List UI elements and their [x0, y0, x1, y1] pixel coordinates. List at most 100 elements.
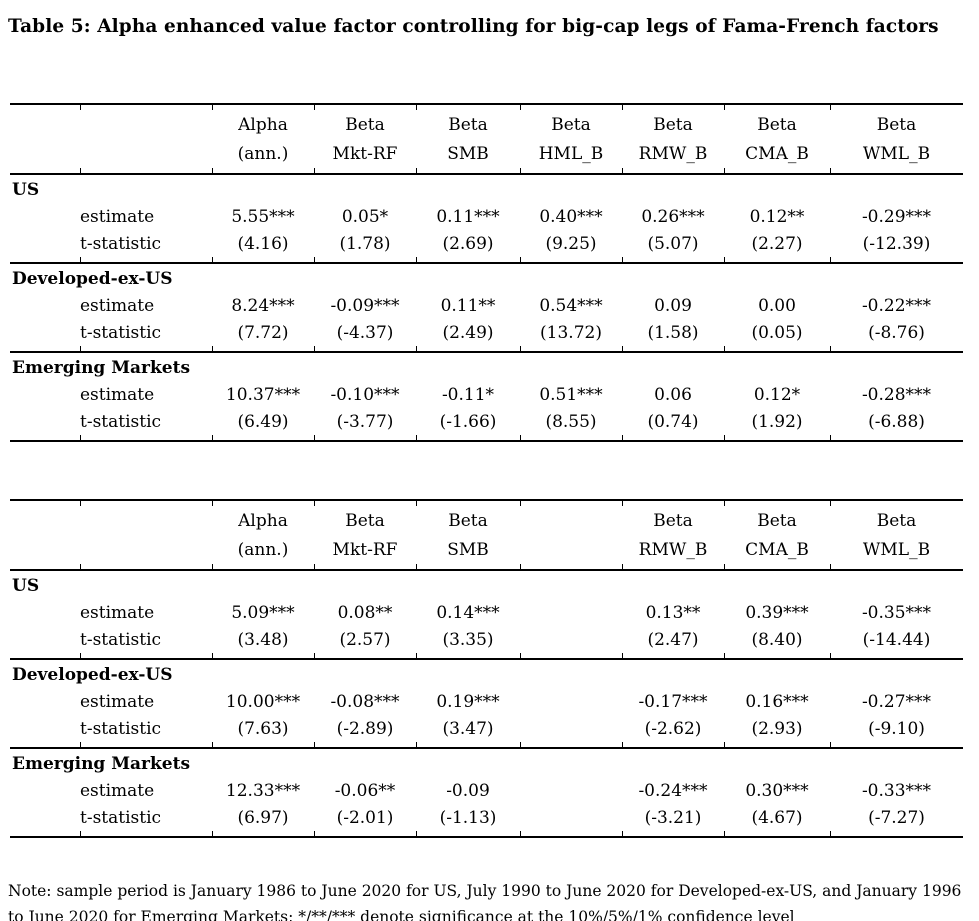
- value-cell: -0.22***: [861, 295, 932, 316]
- rule-tick: [829, 499, 963, 506]
- section-row-us: US: [10, 570, 963, 599]
- table-rule: [10, 257, 963, 264]
- rule-tick: [829, 564, 963, 571]
- rule-tick: [211, 435, 314, 442]
- value-cell: [520, 599, 622, 626]
- column-header: SMB: [447, 539, 489, 560]
- column-header: Beta: [876, 114, 917, 135]
- header-row-top: Alpha Beta Beta Beta Beta Beta: [10, 506, 963, 535]
- column-header: Beta: [653, 114, 693, 135]
- value-cell: (-9.10): [868, 718, 925, 739]
- rule-tick: [415, 653, 520, 660]
- value-cell: 10.37***: [225, 384, 301, 405]
- value-cell: (2.49): [442, 322, 494, 343]
- t-statistic-row: t-statistic (7.72) (-4.37) (2.49) (13.72…: [10, 319, 963, 346]
- rule-tick: [211, 499, 314, 506]
- rule-tick: [829, 103, 963, 110]
- rule-tick: [519, 499, 622, 506]
- header-spacer: [10, 110, 80, 139]
- t-statistic-row: t-statistic (3.48) (2.57) (3.35) (2.47) …: [10, 626, 963, 653]
- value-cell: 5.09***: [231, 602, 295, 623]
- results-table-2: Alpha Beta Beta Beta Beta Beta (ann.) Mk…: [10, 499, 963, 838]
- value-cell: (7.72): [237, 322, 289, 343]
- rule-tick: [519, 564, 622, 571]
- rule-tick: [519, 346, 622, 353]
- rule-tick: [621, 257, 724, 264]
- row-label: t-statistic: [80, 807, 162, 828]
- page-title: Table 5: Alpha enhanced value factor con…: [8, 16, 939, 37]
- row-label: estimate: [80, 206, 155, 227]
- value-cell: 0.54***: [539, 295, 603, 316]
- rule-tick: [10, 346, 80, 353]
- estimate-row: estimate 10.37*** -0.10*** -0.11* 0.51**…: [10, 381, 963, 408]
- header-spacer: [10, 139, 80, 168]
- rule-tick: [211, 653, 314, 660]
- rule-tick: [723, 257, 830, 264]
- estimate-row: estimate 5.09*** 0.08** 0.14*** 0.13** 0…: [10, 599, 963, 626]
- value-cell: (2.27): [751, 233, 803, 254]
- column-header: Alpha: [238, 510, 288, 531]
- value-cell: (4.16): [237, 233, 289, 254]
- spacer: [10, 599, 80, 626]
- value-cell: 0.08**: [337, 602, 393, 623]
- section-row-developed: Developed-ex-US: [10, 659, 963, 688]
- value-cell: [520, 804, 622, 831]
- table-rule: [10, 564, 963, 571]
- value-cell: 0.09: [654, 295, 692, 316]
- value-cell: (-2.62): [644, 718, 702, 739]
- value-cell: 0.39***: [745, 602, 809, 623]
- rule-tick: [829, 831, 963, 838]
- spacer: [10, 203, 80, 230]
- section-label: Developed-ex-US: [12, 665, 173, 685]
- header-spacer: [80, 110, 212, 139]
- section-label: US: [12, 576, 40, 596]
- column-header: Beta: [448, 114, 488, 135]
- rule-tick: [10, 168, 80, 175]
- row-label: t-statistic: [80, 322, 162, 343]
- rule-tick: [723, 103, 830, 110]
- table-rule: [10, 831, 963, 838]
- value-cell: 0.14***: [436, 602, 500, 623]
- value-cell: (8.55): [545, 411, 597, 432]
- spacer: [10, 319, 80, 346]
- value-cell: (2.47): [647, 629, 699, 650]
- rule-tick: [79, 435, 212, 442]
- rule-tick: [829, 742, 963, 749]
- table-rule: [10, 346, 963, 353]
- section-row-emerging: Emerging Markets: [10, 748, 963, 777]
- spacer: [10, 688, 80, 715]
- value-cell: (9.25): [545, 233, 597, 254]
- value-cell: 0.40***: [539, 206, 603, 227]
- results-table-1: Alpha Beta Beta Beta Beta Beta Beta (ann…: [10, 103, 963, 442]
- section-label: Emerging Markets: [12, 358, 191, 378]
- value-cell: (-4.37): [336, 322, 394, 343]
- value-cell: (6.49): [237, 411, 289, 432]
- rule-tick: [723, 564, 830, 571]
- rule-tick: [621, 103, 724, 110]
- rule-tick: [723, 831, 830, 838]
- spacer: [10, 804, 80, 831]
- note-text: Note: sample period is January 1986 to J…: [8, 882, 962, 921]
- value-cell: (8.40): [751, 629, 803, 650]
- rule-tick: [621, 742, 724, 749]
- value-cell: -0.09***: [330, 295, 400, 316]
- column-header: Beta: [551, 114, 591, 135]
- value-cell: -0.33***: [861, 780, 932, 801]
- column-header: SMB: [447, 143, 489, 164]
- rule-tick: [10, 257, 80, 264]
- value-cell: 0.12**: [749, 206, 805, 227]
- value-cell: 0.19***: [436, 691, 500, 712]
- value-cell: (-8.76): [868, 322, 925, 343]
- rule-tick: [10, 742, 80, 749]
- row-label: t-statistic: [80, 718, 162, 739]
- value-cell: 0.30***: [745, 780, 809, 801]
- row-label: estimate: [80, 384, 155, 405]
- section-row-emerging: Emerging Markets: [10, 352, 963, 381]
- column-header: [520, 535, 622, 564]
- table-rule: [10, 499, 963, 506]
- section-label: Emerging Markets: [12, 754, 191, 774]
- row-label: estimate: [80, 691, 155, 712]
- rule-tick: [415, 346, 520, 353]
- value-cell: -0.35***: [861, 602, 932, 623]
